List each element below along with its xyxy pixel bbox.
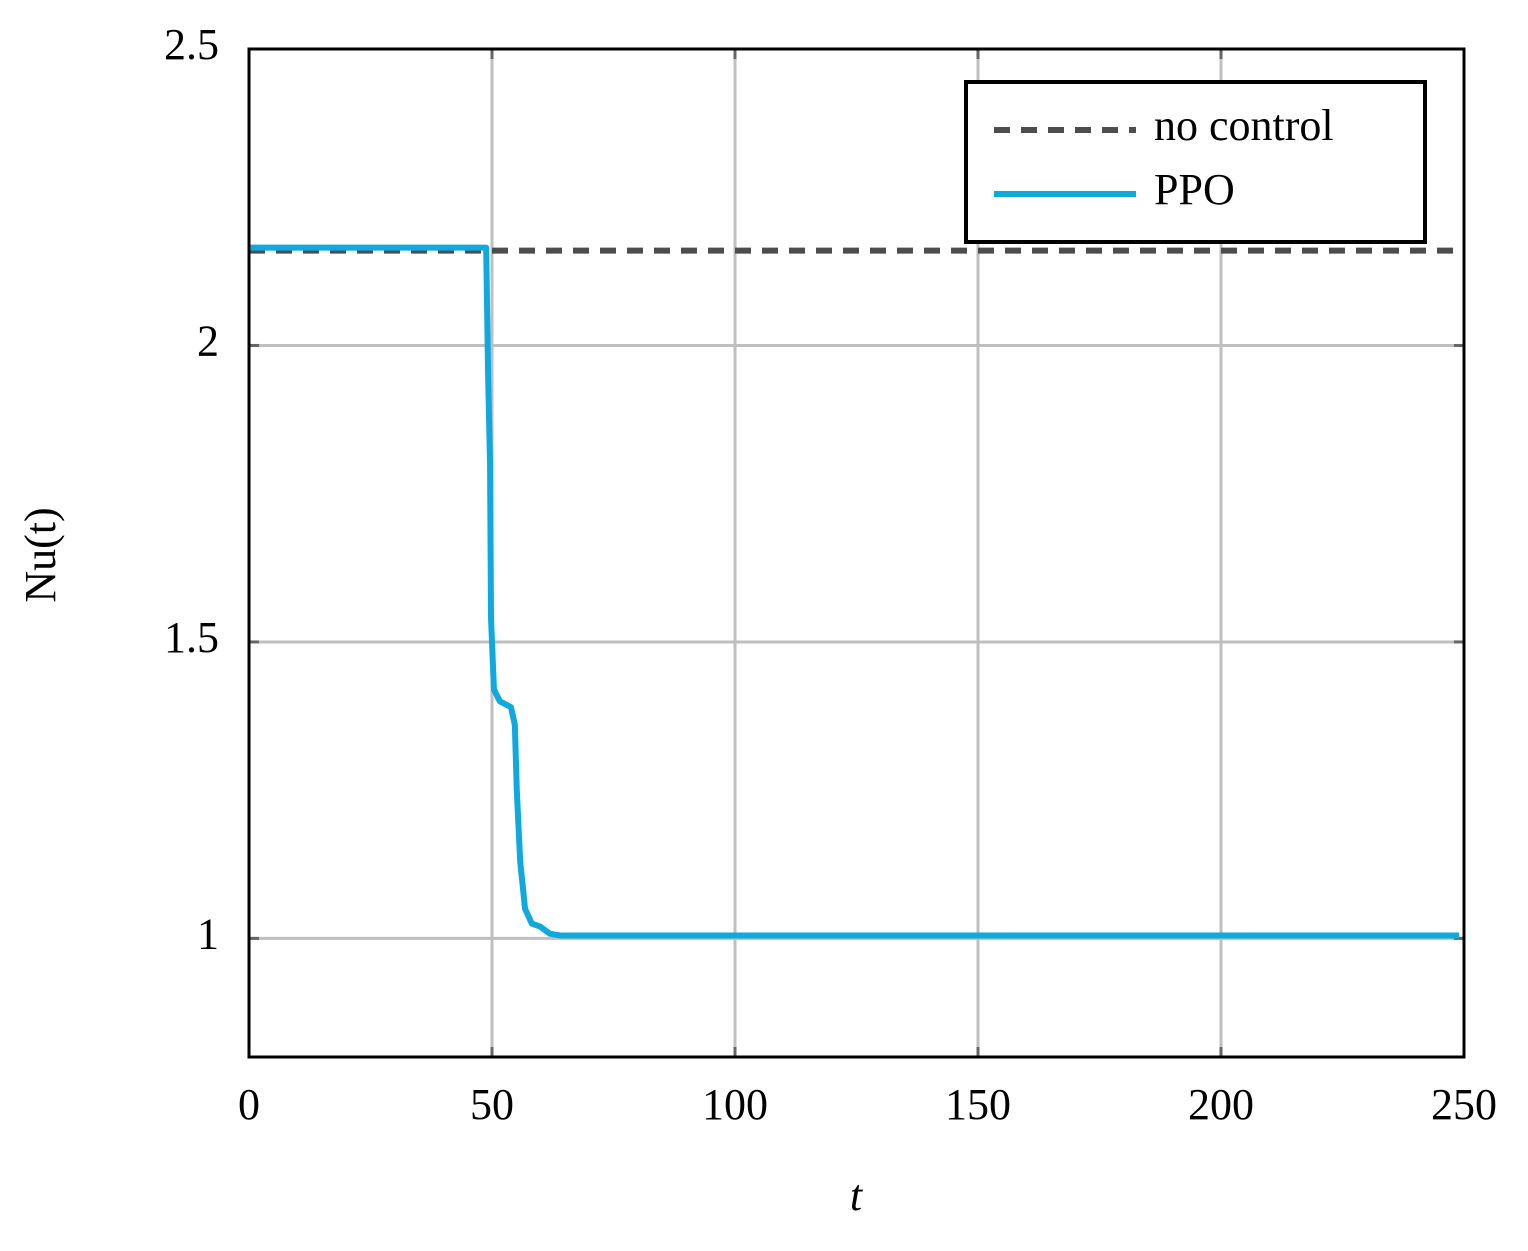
legend-label: no control <box>1154 101 1334 150</box>
x-tick-label: 100 <box>702 1080 768 1129</box>
x-tick-label: 200 <box>1188 1080 1254 1129</box>
legend-box <box>964 80 1427 244</box>
y-tick-label: 2 <box>197 317 219 366</box>
legend-label: PPO <box>1154 165 1235 214</box>
x-tick-label: 150 <box>945 1080 1011 1129</box>
y-tick-label: 1.5 <box>164 613 219 662</box>
y-axis-label: Nu(t) <box>16 507 65 602</box>
x-tick-label: 0 <box>238 1080 260 1129</box>
x-tick-label: 250 <box>1431 1080 1497 1129</box>
x-tick-label: 50 <box>470 1080 514 1129</box>
data-line <box>249 244 1460 939</box>
x-axis-label: t <box>850 1171 864 1220</box>
y-tick-label: 2.5 <box>164 20 219 69</box>
plot-frame <box>247 47 1466 1059</box>
y-tick-label: 1 <box>197 910 219 959</box>
